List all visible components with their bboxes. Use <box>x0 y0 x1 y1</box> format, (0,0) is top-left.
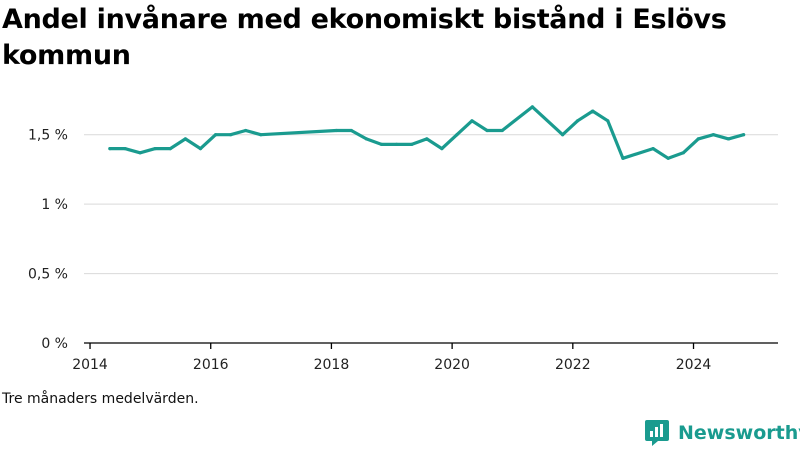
data-point <box>561 133 565 137</box>
data-point <box>349 128 353 133</box>
data-point <box>410 142 414 146</box>
series-layer <box>108 105 746 160</box>
x-tick-label: 2016 <box>193 357 229 373</box>
y-tick-label: 0,5 % <box>28 267 68 283</box>
data-point <box>440 147 444 151</box>
y-tick-label: 1,5 % <box>28 128 68 144</box>
data-point <box>470 119 474 123</box>
x-tick-label: 2014 <box>72 357 108 373</box>
data-point <box>379 142 384 146</box>
data-point <box>183 137 187 141</box>
x-tick-label: 2022 <box>555 357 591 373</box>
data-point <box>198 147 203 151</box>
data-point <box>485 128 489 133</box>
brand-name: Newsworthy <box>678 422 800 444</box>
data-point <box>395 142 399 146</box>
data-point <box>259 133 263 137</box>
data-point <box>108 147 112 151</box>
data-point <box>681 151 685 155</box>
gridlines <box>84 134 778 275</box>
data-point <box>244 128 248 133</box>
data-point <box>334 128 338 133</box>
data-point <box>138 151 142 155</box>
footnote: Tre månaders medelvärden. <box>2 391 199 407</box>
chart-title: Andel invånare med ekonomiskt bistånd i … <box>2 4 727 71</box>
data-point <box>123 147 127 151</box>
data-point <box>425 137 429 141</box>
y-tick-label: 0 % <box>41 336 68 352</box>
newsworthy-logo-icon <box>645 420 669 446</box>
data-point <box>606 119 610 123</box>
data-point <box>364 137 368 141</box>
data-point <box>742 133 746 137</box>
x-tick-label: 2020 <box>434 357 470 373</box>
data-point <box>455 133 459 137</box>
data-point <box>726 137 731 141</box>
series-line <box>108 105 746 160</box>
data-point <box>621 156 625 160</box>
data-point <box>214 133 218 137</box>
data-point <box>153 147 157 151</box>
data-point <box>591 109 595 113</box>
x-tick-label: 2018 <box>314 357 350 373</box>
x-tick-label: 2024 <box>676 357 712 373</box>
axes: 0 % 0,5 % 1 % 1,5 % 2014 2016 2018 2020 2022 2024 <box>28 128 778 373</box>
data-point <box>500 128 504 133</box>
y-tick-label: 1 % <box>41 197 68 213</box>
data-point <box>530 105 535 109</box>
data-point <box>696 137 700 141</box>
data-point <box>229 133 233 137</box>
data-point <box>168 147 172 151</box>
data-point <box>711 133 716 137</box>
brand-logo: Newsworthy <box>644 419 800 447</box>
data-point <box>666 156 670 160</box>
data-point <box>651 147 655 151</box>
data-point <box>576 119 580 123</box>
